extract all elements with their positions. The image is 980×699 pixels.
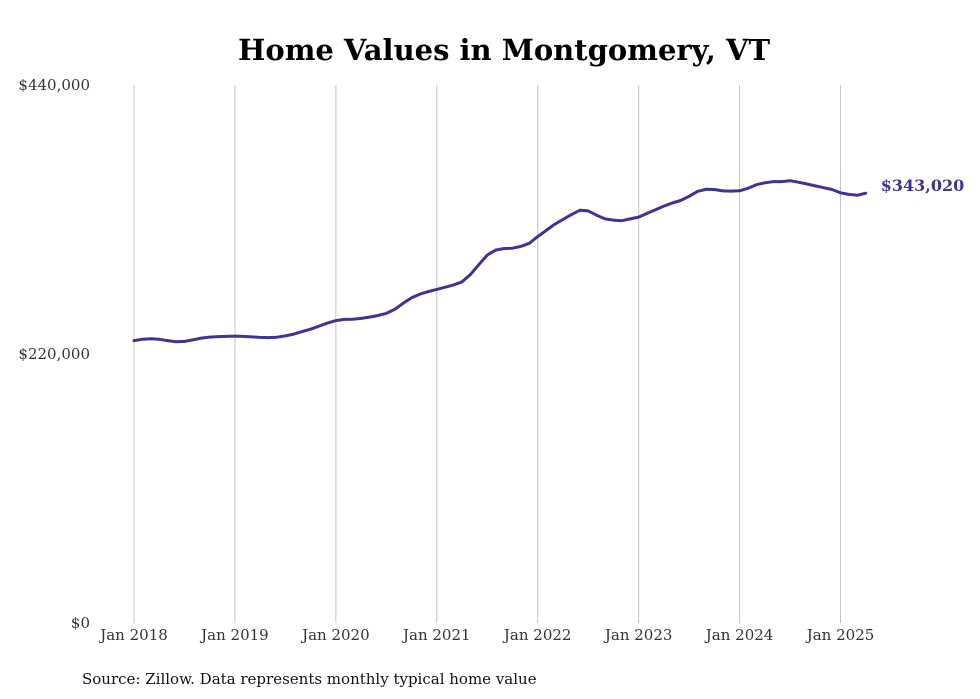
- y-tick-label: $440,000: [18, 76, 90, 94]
- source-note: Source: Zillow. Data represents monthly …: [82, 670, 537, 688]
- y-tick-label: $220,000: [18, 345, 90, 363]
- chart-title: Home Values in Montgomery, VT: [238, 33, 771, 67]
- x-tick-label: Jan 2022: [502, 626, 572, 644]
- x-tick-label: Jan 2024: [704, 626, 774, 644]
- x-tick-label: Jan 2019: [199, 626, 269, 644]
- end-value-label: $343,020: [881, 176, 965, 195]
- vertical-gridlines: [133, 85, 841, 623]
- x-tick-label: Jan 2018: [98, 626, 168, 644]
- x-tick-label: Jan 2023: [603, 626, 673, 644]
- y-axis-ticks: $0 $220,000 $440,000: [18, 76, 90, 632]
- home-value-line: [132, 179, 868, 344]
- x-tick-label: Jan 2020: [300, 626, 370, 644]
- x-tick-label: Jan 2021: [401, 626, 471, 644]
- x-tick-label: Jan 2025: [805, 626, 875, 644]
- y-tick-label: $0: [71, 614, 90, 632]
- x-axis-ticks: Jan 2018 Jan 2019 Jan 2020 Jan 2021 Jan 2022…: [98, 626, 874, 644]
